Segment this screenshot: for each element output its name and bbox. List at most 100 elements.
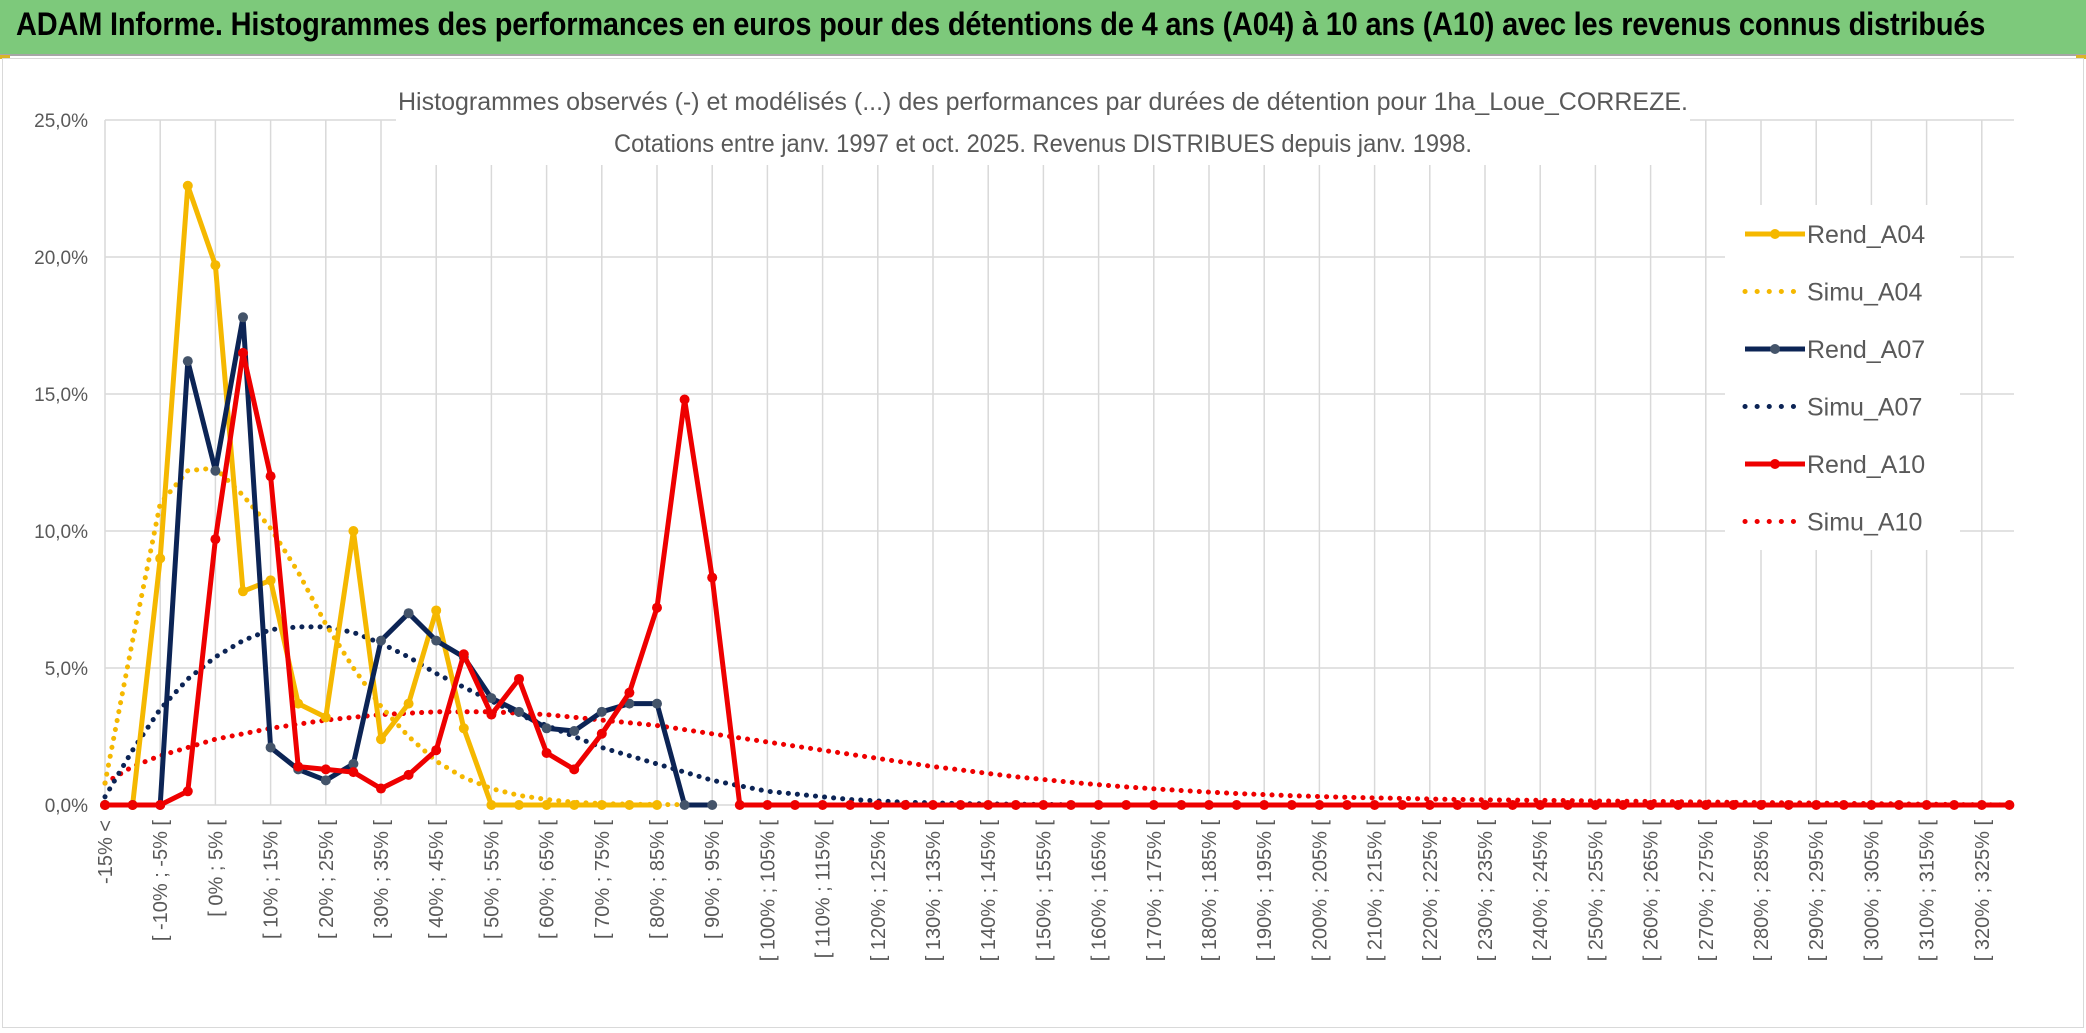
data-point-rend_a10: [403, 769, 414, 780]
y-tick-label: 15,0%: [34, 385, 88, 406]
legend-entry-rend_a07: Rend_A07: [1745, 336, 1925, 364]
data-point-rend_a10: [955, 800, 966, 810]
data-point-rend_a07: [596, 706, 607, 717]
x-tick-label: [ 100% ; 105% [: [757, 820, 779, 962]
series-line-simu_a10: [102, 709, 2012, 808]
data-point-rend_a10: [1066, 800, 1076, 810]
data-point-rend_a07: [265, 742, 276, 753]
legend-box: [1725, 205, 1960, 550]
data-point-rend_a07: [679, 800, 690, 810]
data-point-rend_a10: [1286, 800, 1297, 810]
data-point-rend_a04: [320, 712, 331, 723]
data-point-rend_a07: [403, 608, 414, 619]
corner-accent-left: [0, 55, 10, 59]
x-tick-label: [ 240% ; 245% [: [1530, 820, 1552, 962]
data-point-rend_a10: [983, 800, 994, 810]
data-point-rend_a10: [1452, 800, 1463, 810]
data-point-rend_a10: [1645, 800, 1656, 810]
data-point-rend_a10: [1590, 800, 1601, 810]
data-point-rend_a10: [1921, 800, 1932, 810]
data-point-rend_a10: [624, 687, 635, 698]
data-point-rend_a04: [569, 800, 580, 810]
data-point-rend_a10: [1783, 800, 1794, 810]
chart-subtitle: Cotations entre janv. 1997 et oct. 2025.…: [614, 130, 1472, 158]
legend-label: Simu_A07: [1807, 394, 1922, 422]
x-tick-label: [ 0% ; 5% [: [205, 820, 227, 917]
legend-entry-simu_a07: Simu_A07: [1742, 394, 1922, 422]
x-tick-label: [ 320% ; 325% [: [1972, 820, 1994, 962]
x-tick-label: [ 160% ; 165% [: [1089, 820, 1111, 962]
data-point-rend_a10: [155, 800, 166, 810]
data-point-rend_a07: [431, 635, 442, 646]
legend-label: Rend_A07: [1807, 336, 1925, 364]
x-tick-label: [ 90% ; 95% [: [702, 820, 724, 939]
data-point-rend_a10: [1369, 800, 1380, 810]
data-point-rend_a10: [1259, 800, 1270, 810]
data-point-rend_a10: [596, 728, 607, 739]
data-point-rend_a10: [1038, 800, 1049, 810]
data-point-rend_a10: [1894, 800, 1904, 810]
x-tick-label: -15% <: [95, 820, 117, 884]
x-tick-label: [ 250% ; 255% [: [1585, 820, 1607, 962]
data-point-rend_a10: [1866, 800, 1877, 810]
x-tick-label: [ 140% ; 145% [: [978, 820, 1000, 962]
series-simu_a10: [102, 709, 2012, 808]
data-point-rend_a10: [238, 347, 248, 358]
report-title: ADAM Informe. Histogrammes des performan…: [16, 6, 1986, 42]
data-point-rend_a10: [1093, 800, 1104, 810]
legend: Rend_A04 Simu_A04 Rend_A07 Simu_A07 Rend_A10…: [1725, 205, 1960, 550]
data-point-rend_a10: [127, 800, 138, 810]
legend-entry-rend_a04: Rend_A04: [1745, 221, 1925, 249]
data-point-rend_a10: [265, 471, 276, 482]
x-tick-label: [ 260% ; 265% [: [1641, 820, 1663, 962]
x-tick-label: [ 200% ; 205% [: [1309, 820, 1331, 962]
y-tick-label: 20,0%: [34, 248, 88, 269]
data-point-rend_a04: [431, 605, 442, 616]
data-point-rend_a04: [210, 260, 221, 271]
data-point-rend_a04: [293, 698, 304, 709]
x-tick-label: [ 50% ; 55% [: [481, 820, 503, 939]
data-point-rend_a10: [1480, 800, 1490, 810]
series-rend_a04: [100, 180, 662, 810]
data-point-rend_a04: [486, 800, 497, 810]
x-tick-label: [ 60% ; 65% [: [537, 820, 559, 939]
data-point-rend_a04: [265, 575, 276, 586]
report-banner: ADAM Informe. Histogrammes des performan…: [0, 0, 2086, 56]
data-point-rend_a10: [900, 800, 911, 810]
data-point-rend_a10: [1618, 800, 1628, 810]
data-point-rend_a10: [734, 800, 745, 810]
data-point-rend_a04: [376, 734, 386, 745]
y-tick-label: 25,0%: [34, 111, 88, 132]
series-line-rend_a10: [105, 350, 2010, 808]
x-tick-label: [ 10% ; 15% [: [261, 820, 283, 939]
x-tick-label: [ 110% ; 115% [: [813, 820, 835, 959]
data-point-rend_a10: [1535, 800, 1546, 810]
x-tick-label: [ 150% ; 155% [: [1033, 820, 1055, 962]
data-point-rend_a10: [1010, 800, 1021, 810]
data-point-rend_a04: [182, 180, 193, 191]
data-point-rend_a10: [1976, 800, 1987, 810]
data-point-rend_a10: [1231, 800, 1242, 810]
data-point-rend_a04: [596, 800, 607, 810]
data-point-rend_a10: [293, 761, 304, 772]
data-point-rend_a04: [348, 526, 359, 536]
data-point-rend_a10: [458, 649, 469, 660]
data-point-rend_a04: [403, 698, 414, 709]
x-tick-label: [ 70% ; 75% [: [592, 820, 614, 939]
data-point-rend_a10: [1176, 800, 1187, 810]
legend-entry-simu_a04: Simu_A04: [1742, 279, 1922, 307]
x-tick-label: [ 310% ; 315% [: [1917, 820, 1939, 962]
data-point-rend_a10: [1424, 800, 1435, 810]
x-tick-label: [ 130% ; 135% [: [923, 820, 945, 962]
data-point-rend_a07: [376, 635, 386, 646]
x-tick-label: [ 210% ; 215% [: [1365, 820, 1387, 962]
data-point-rend_a10: [1728, 800, 1739, 810]
data-point-rend_a10: [1700, 800, 1711, 810]
data-point-rend_a10: [1838, 800, 1849, 810]
data-point-rend_a07: [707, 800, 718, 810]
data-point-rend_a04: [238, 586, 248, 597]
data-point-rend_a10: [210, 534, 221, 545]
x-tick-label: [ 30% ; 35% [: [371, 820, 393, 939]
data-point-rend_a10: [1121, 800, 1132, 810]
legend-marker: [1770, 344, 1780, 354]
